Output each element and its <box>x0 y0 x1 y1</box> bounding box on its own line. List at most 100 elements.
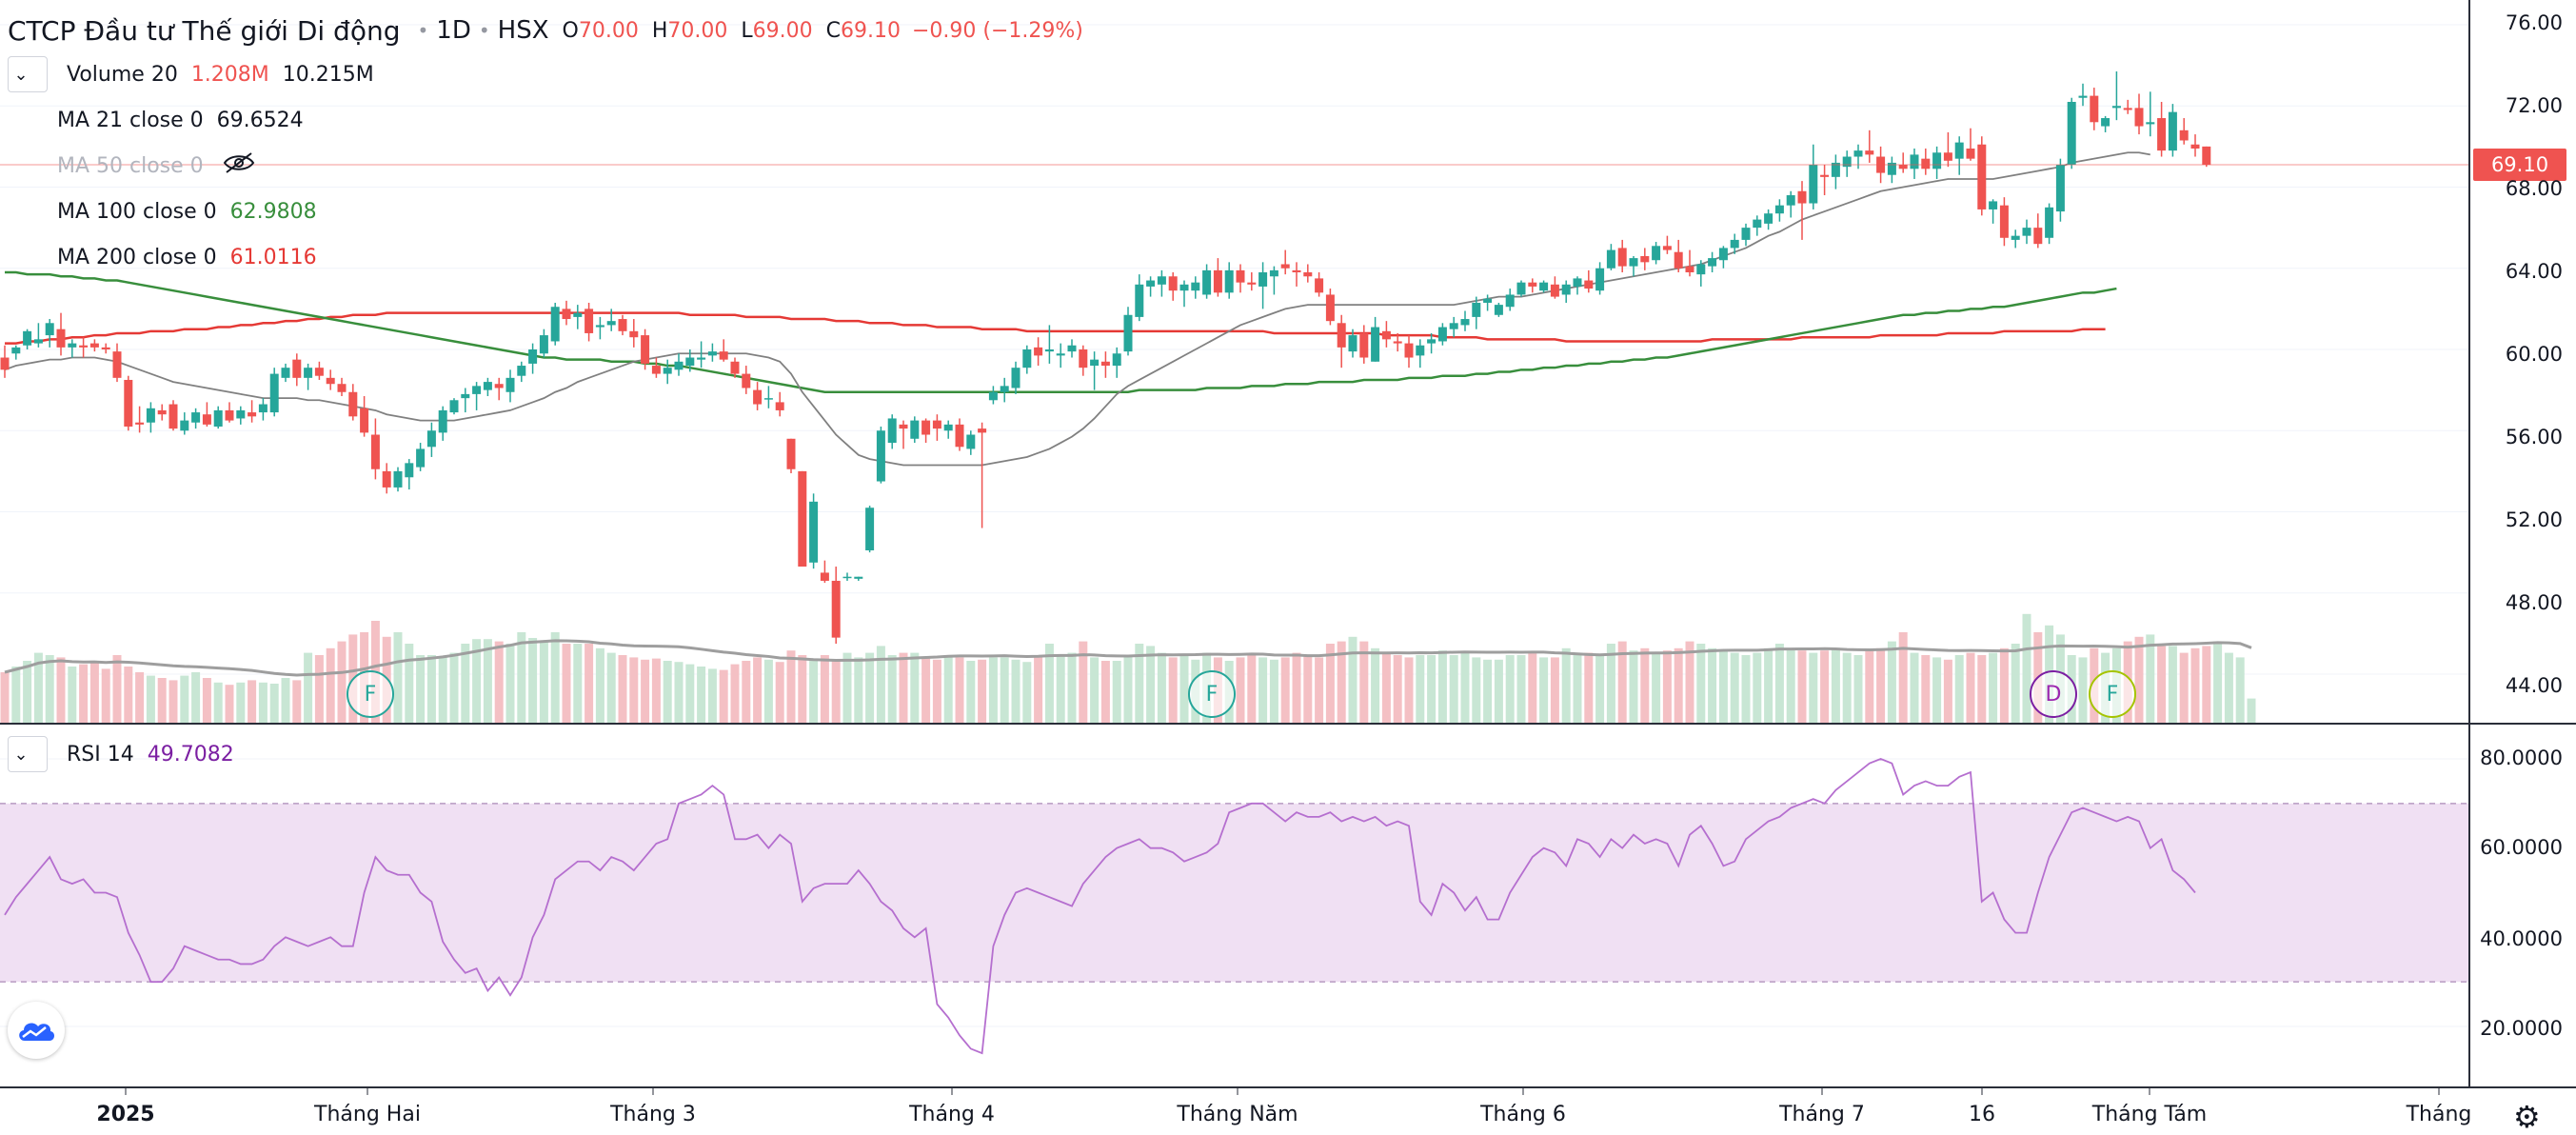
volume-bar <box>472 639 482 724</box>
volume-bar <box>1100 661 1110 724</box>
volume-legend[interactable]: ⌄ Volume 20 1.208M 10.215M <box>0 53 387 95</box>
volume-bar <box>1809 652 1818 724</box>
volume-bar <box>1437 650 1447 724</box>
candle-body <box>1371 327 1380 362</box>
x-tick: 16 <box>1969 1103 1995 1126</box>
volume-bar <box>697 667 706 724</box>
interval-label[interactable]: 1D <box>436 16 471 45</box>
volume-bar <box>326 647 335 724</box>
dividend-event-marker[interactable]: F <box>347 670 394 718</box>
volume-bar <box>426 655 436 724</box>
eye-hidden-icon[interactable] <box>223 151 255 180</box>
tradingview-logo[interactable] <box>8 1002 65 1059</box>
collapse-rsi-button[interactable]: ⌄ <box>8 736 48 772</box>
volume-bar <box>1168 657 1178 724</box>
candle-body <box>1797 190 1807 204</box>
volume-bar <box>2179 652 2189 724</box>
ma100-label: MA 100 close 0 <box>57 199 217 224</box>
volume-bar <box>1820 650 1830 724</box>
candle-body <box>2202 146 2211 166</box>
settings-gear-icon[interactable]: ⚙ <box>2513 1099 2541 1135</box>
candle-body <box>248 412 257 417</box>
candle-body <box>2011 235 2020 240</box>
candle-body <box>236 409 246 419</box>
volume-ma-value: 10.215M <box>282 62 374 87</box>
volume-bar <box>1337 641 1346 724</box>
volume-bar <box>1000 657 1009 724</box>
candle-body <box>2168 111 2177 151</box>
volume-bar <box>663 661 672 724</box>
volume-bar <box>2157 646 2167 724</box>
candle-body <box>1753 219 1762 229</box>
candle-body <box>618 319 627 331</box>
volume-bar <box>1741 655 1751 724</box>
candle-body <box>697 357 706 360</box>
price-tick: 56.00 <box>2505 426 2563 448</box>
ma21-line <box>4 151 2150 467</box>
volume-bar <box>438 657 447 724</box>
dividend-event-marker[interactable]: F <box>1188 670 1236 718</box>
ma50-legend[interactable]: MA 50 close 0 <box>57 145 268 187</box>
volume-bar <box>641 659 650 724</box>
price-tick: 60.00 <box>2505 343 2563 366</box>
volume-bar <box>68 667 77 724</box>
rsi-band <box>0 803 2469 983</box>
volume-bar <box>304 652 313 724</box>
ma21-label: MA 21 close 0 <box>57 108 204 132</box>
candle-body <box>393 470 403 488</box>
candle-body <box>449 400 459 413</box>
volume-bar <box>505 644 515 724</box>
candle-body <box>876 430 885 482</box>
candle-body <box>23 330 32 346</box>
ma21-value: 69.6524 <box>216 108 304 132</box>
candle-body <box>1022 349 1032 368</box>
dividend-event-marker[interactable]: D <box>2030 670 2077 718</box>
volume-bar <box>1067 652 1077 724</box>
candle-body <box>89 343 99 348</box>
candle-body <box>2033 228 2043 245</box>
x-tick: Tháng 6 <box>1480 1103 1566 1126</box>
candle-body <box>314 368 324 376</box>
ma200-legend[interactable]: MA 200 close 0 61.0116 <box>57 236 330 278</box>
financial-event-marker[interactable]: F <box>2089 670 2136 718</box>
volume-bar <box>685 664 695 724</box>
symbol-title[interactable]: CTCP Đầu tư Thế giới Di động <box>8 14 401 47</box>
volume-bar <box>585 644 594 724</box>
volume-bar <box>157 678 167 724</box>
volume-bar <box>180 675 189 724</box>
candle-body <box>494 384 504 388</box>
volume-bar <box>955 657 964 724</box>
ma21-legend[interactable]: MA 21 close 0 69.6524 <box>57 99 317 141</box>
rsi-tick: 40.0000 <box>2480 927 2563 950</box>
candle-body <box>1179 284 1189 291</box>
volume-bar <box>1371 647 1380 724</box>
volume-bar <box>1685 641 1694 724</box>
volume-value: 1.208M <box>190 62 269 87</box>
volume-bar <box>562 644 571 724</box>
candle-body <box>1325 294 1335 322</box>
volume-bar <box>651 658 661 724</box>
candle-body <box>573 312 583 317</box>
ma100-legend[interactable]: MA 100 close 0 62.9808 <box>57 190 330 232</box>
rsi-value: 49.7082 <box>147 742 234 767</box>
volume-bar <box>1483 659 1493 724</box>
candle-body <box>1100 361 1110 367</box>
collapse-legend-button[interactable]: ⌄ <box>8 56 48 92</box>
rsi-legend[interactable]: ⌄ RSI 14 49.7082 <box>0 733 248 775</box>
volume-bar <box>225 685 234 724</box>
volume-bar <box>1662 650 1672 724</box>
candle-body <box>1652 246 1661 261</box>
volume-bar <box>910 652 920 724</box>
candle-body <box>33 339 43 344</box>
low-label: L <box>741 18 753 43</box>
candle-body <box>1090 359 1100 367</box>
candle-body <box>2179 129 2189 141</box>
volume-bar <box>2146 634 2155 724</box>
candle-body <box>1943 152 1952 161</box>
candle-body <box>1910 154 1919 169</box>
volume-bar <box>1494 659 1503 724</box>
rsi-tick: 80.0000 <box>2480 747 2563 769</box>
candle-body <box>168 404 178 429</box>
volume-bar <box>730 664 740 724</box>
